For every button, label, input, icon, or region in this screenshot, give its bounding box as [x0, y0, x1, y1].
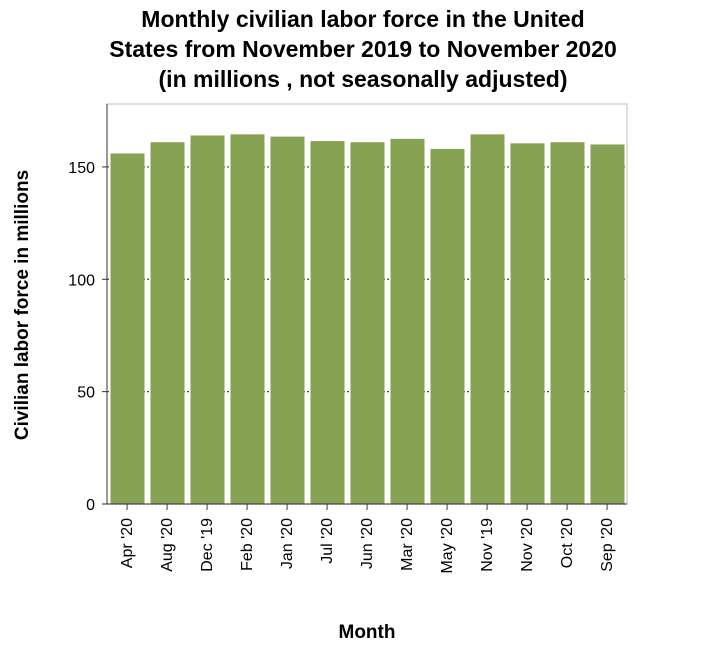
bar: [190, 135, 225, 504]
bar: [310, 141, 345, 504]
x-tick-label: Aug '20: [159, 518, 176, 572]
x-tick-label: Jun '20: [359, 518, 376, 569]
bar: [430, 148, 465, 504]
chart-title-line-1: Monthly civilian labor force in the Unit…: [141, 6, 585, 32]
y-tick-label: 50: [77, 385, 95, 402]
bar: [550, 142, 585, 504]
bar: [110, 153, 145, 504]
y-axis-label: Civilian labor force in millions: [12, 170, 33, 440]
x-tick-label: Sep '20: [599, 518, 616, 572]
x-tick-label: May '20: [439, 518, 456, 574]
x-tick-label: Nov '20: [519, 518, 536, 572]
bar: [350, 142, 385, 504]
y-tick-label: 0: [86, 497, 95, 514]
y-tick-label: 100: [68, 272, 95, 289]
y-axis-ticks: 0 50 100 150: [68, 160, 107, 514]
chart-title-line-3: (in millions , not seasonally adjusted): [158, 66, 568, 92]
x-tick-label: Oct '20: [559, 518, 576, 568]
x-tick-label: Jul '20: [319, 518, 336, 564]
bar: [590, 144, 625, 504]
x-tick-label: Nov '19: [479, 518, 496, 572]
bar: [510, 143, 545, 504]
x-tick-label: Jan '20: [279, 518, 296, 569]
bar: [270, 136, 305, 504]
x-tick-label: Mar '20: [399, 518, 416, 571]
x-axis-ticks: Apr '20 Aug '20 Dec '19 Feb '20 Jan '20 Jul '…: [119, 504, 616, 574]
bar: [390, 138, 425, 504]
x-tick-label: Apr '20: [119, 518, 136, 568]
bars: [110, 134, 625, 504]
x-axis-label: Month: [339, 622, 396, 643]
bar: [230, 134, 265, 504]
chart-title-line-2: States from November 2019 to November 20…: [109, 36, 617, 62]
bar: [470, 134, 505, 504]
chart-title: Monthly civilian labor force in the Unit…: [0, 4, 726, 94]
bar: [150, 142, 185, 504]
y-tick-label: 150: [68, 160, 95, 177]
x-tick-label: Feb '20: [239, 518, 256, 571]
x-tick-label: Dec '19: [199, 518, 216, 572]
